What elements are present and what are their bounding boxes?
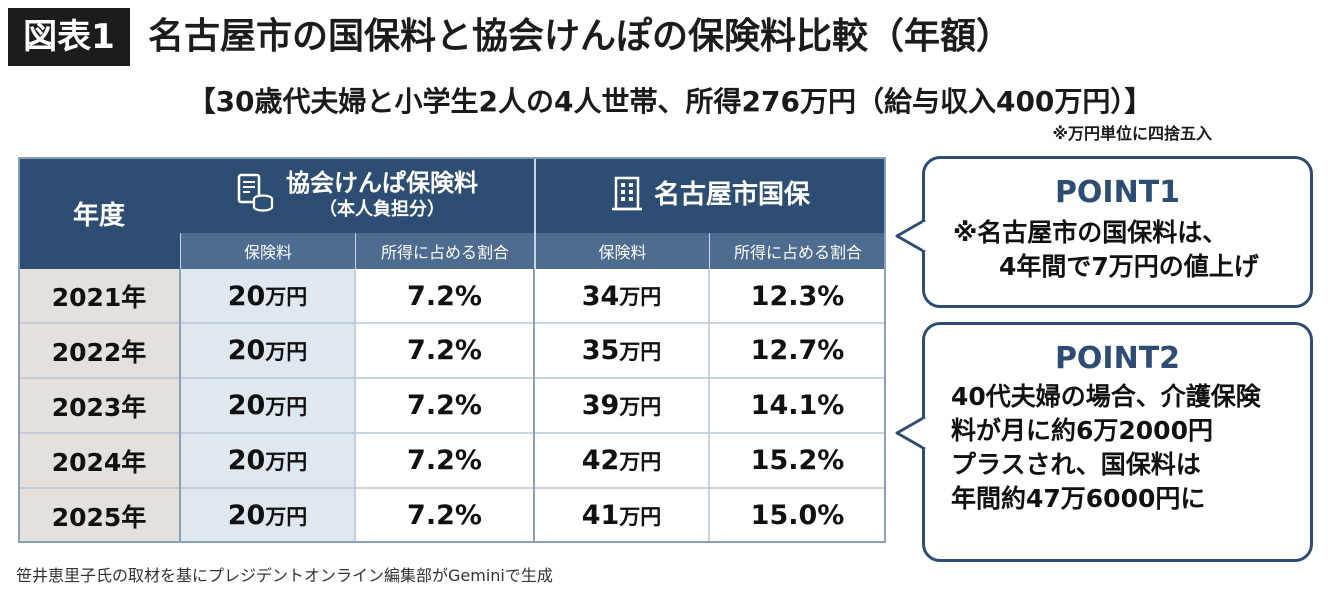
year-cell: 2023年 xyxy=(18,378,180,433)
kyokai-premium-cell: 20 万円 xyxy=(180,378,355,433)
point1-title: POINT1 xyxy=(1054,175,1181,210)
figure-tag: 図表1 xyxy=(8,8,130,66)
point2-title: POINT2 xyxy=(1054,341,1181,376)
point1-callout-tail xyxy=(895,218,928,254)
nagoya-premium-cell: 41 万円 xyxy=(534,488,709,543)
document-coins-icon xyxy=(236,173,274,217)
nagoya-premium-cell: 35 万円 xyxy=(534,323,709,378)
kyokai-premium-cell: 20 万円 xyxy=(180,488,355,543)
kyokai-ratio-cell: 7.2% xyxy=(355,433,534,488)
point2-callout-tail xyxy=(895,415,928,451)
comparison-table: 年度 協会けんぱ保険料 （本人負担分） xyxy=(18,157,886,543)
kyokai-premium-cell: 20 万円 xyxy=(180,269,355,323)
point2-callout: POINT2 40代夫婦の場合、介護保険 料が月に約6万2000円 プラスされ、… xyxy=(922,322,1313,562)
subheader-label: 所得に占める割合 xyxy=(380,243,509,262)
kyokai-header-label: 協会けんぱ保険料 xyxy=(286,169,478,197)
nagoya-header-label: 名古屋市国保 xyxy=(653,180,810,210)
source-credit: 笹井恵里子氏の取材を基にプレジデントオンライン編集部がGeminiで生成 xyxy=(16,566,553,585)
nagoya-ratio-cell: 12.7% xyxy=(709,323,886,378)
kyokai-ratio-cell: 7.2% xyxy=(355,269,534,323)
year-column-header: 年度 xyxy=(18,157,180,269)
nagoya-ratio-subheader: 所得に占める割合 xyxy=(709,233,886,269)
point1-callout: POINT1 ※名古屋市の国保料は、 4年間で7万円の値上げ xyxy=(922,156,1313,308)
year-cell: 2022年 xyxy=(18,323,180,378)
year-cell: 2024年 xyxy=(18,433,180,488)
rounding-note: ※万円単位に四捨五入 xyxy=(1052,124,1212,143)
nagoya-ratio-cell: 12.3% xyxy=(709,269,886,323)
point1-body: ※名古屋市の国保料は、 4年間で7万円の値上げ xyxy=(925,216,1310,284)
building-icon xyxy=(611,175,642,215)
point2-body: 40代夫婦の場合、介護保険 料が月に約6万2000円 プラスされ、国保料は 年間… xyxy=(925,380,1310,516)
kyokai-premium-cell: 20 万円 xyxy=(180,323,355,378)
subheader-label: 保険料 xyxy=(598,243,647,262)
subheader-label: 保険料 xyxy=(243,243,292,262)
kyokai-ratio-cell: 7.2% xyxy=(355,488,534,543)
point2-line: 年間約47万6000円に xyxy=(951,484,1206,513)
kyokai-header: 協会けんぱ保険料 （本人負担分） xyxy=(180,157,534,233)
nagoya-premium-subheader: 保険料 xyxy=(534,233,709,269)
figure-subtitle: 【30歳代夫婦と小学生2人の4人世帯、所得276万円（給与収入400万円）】 xyxy=(187,85,1153,118)
kyokai-ratio-cell: 7.2% xyxy=(355,378,534,433)
year-cell: 2025年 xyxy=(18,488,180,543)
kyokai-ratio-cell: 7.2% xyxy=(355,323,534,378)
kyokai-premium-cell: 20 万円 xyxy=(180,433,355,488)
nagoya-ratio-cell: 14.1% xyxy=(709,378,886,433)
point1-line: 4年間で7万円の値上げ xyxy=(999,252,1259,281)
kyokai-premium-subheader: 保険料 xyxy=(180,233,355,269)
year-header-label: 年度 xyxy=(72,200,125,231)
kyokai-header-sublabel: （本人負担分） xyxy=(319,199,445,220)
figure-title: 名古屋市の国保料と協会けんぽの保険料比較（年額） xyxy=(148,16,1013,57)
nagoya-premium-cell: 42 万円 xyxy=(534,433,709,488)
nagoya-ratio-cell: 15.0% xyxy=(709,488,886,543)
point2-line: 40代夫婦の場合、介護保険 xyxy=(951,382,1261,411)
nagoya-ratio-cell: 15.2% xyxy=(709,433,886,488)
point2-line: プラスされ、国保料は xyxy=(951,450,1201,479)
nagoya-header: 名古屋市国保 xyxy=(534,157,886,233)
kyokai-ratio-subheader: 所得に占める割合 xyxy=(355,233,534,269)
nagoya-premium-cell: 39 万円 xyxy=(534,378,709,433)
point2-line: 料が月に約6万2000円 xyxy=(951,416,1213,445)
nagoya-premium-cell: 34 万円 xyxy=(534,269,709,323)
subheader-label: 所得に占める割合 xyxy=(733,243,862,262)
year-cell: 2021年 xyxy=(18,269,180,323)
point1-line: ※名古屋市の国保料は、 xyxy=(953,218,1228,247)
